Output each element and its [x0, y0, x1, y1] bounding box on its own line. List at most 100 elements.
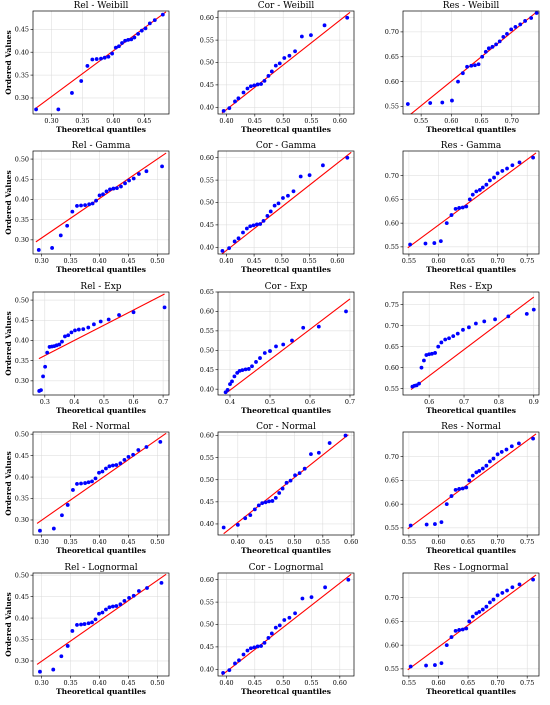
data-point — [262, 640, 267, 645]
data-point — [453, 488, 458, 492]
y-tick-label: 0.40 — [15, 473, 29, 481]
data-point — [99, 56, 103, 61]
data-point — [460, 71, 465, 76]
y-tick-label: 0.55 — [385, 665, 399, 673]
x-tick-label: 0.6 — [424, 398, 434, 406]
data-point — [299, 34, 304, 39]
data-point — [70, 629, 75, 633]
data-point — [505, 166, 509, 171]
data-point — [41, 374, 45, 379]
data-point — [266, 74, 271, 78]
data-point — [439, 661, 444, 666]
data-point — [281, 196, 285, 200]
plot-frame — [217, 431, 355, 536]
data-point — [93, 476, 98, 481]
panel-title: Rel - Lognormal — [64, 563, 137, 573]
data-point — [491, 456, 496, 461]
data-point — [98, 319, 103, 324]
data-point — [60, 339, 64, 344]
data-point — [137, 172, 141, 176]
data-point — [262, 78, 267, 83]
data-point — [500, 591, 505, 595]
data-point — [258, 222, 263, 226]
data-point — [524, 311, 529, 316]
data-point — [274, 344, 278, 349]
x-tick-label: 0.30 — [44, 117, 58, 125]
data-point — [282, 56, 287, 60]
data-point — [248, 646, 253, 651]
data-point — [241, 652, 246, 657]
data-point — [75, 623, 79, 627]
data-point — [261, 218, 266, 223]
data-point — [517, 582, 522, 587]
data-point — [491, 597, 496, 602]
data-point — [36, 248, 41, 252]
y-tick-label: 0.40 — [200, 665, 214, 673]
data-point — [144, 445, 149, 449]
y-tick-label: 0.50 — [200, 59, 214, 67]
panel-title: Res - Normal — [441, 422, 501, 432]
data-point — [453, 207, 458, 211]
data-point — [221, 108, 226, 113]
data-point — [119, 184, 123, 189]
data-point — [131, 452, 136, 457]
data-point — [293, 473, 297, 478]
x-tick-label: 0.45 — [247, 257, 261, 265]
data-point — [501, 34, 506, 39]
data-point — [79, 481, 83, 486]
data-point — [131, 310, 136, 315]
data-point — [122, 598, 127, 603]
data-point — [510, 585, 515, 590]
data-point — [144, 169, 149, 174]
data-point — [531, 436, 535, 441]
data-point — [97, 193, 102, 198]
data-point — [309, 595, 314, 600]
data-point — [477, 188, 482, 192]
data-point — [236, 236, 241, 241]
x-tick-label: 0.70 — [505, 117, 519, 125]
data-point — [469, 63, 474, 68]
y-tick-label: 0.55 — [200, 454, 214, 462]
y-tick-label: 0.55 — [200, 598, 214, 606]
data-point — [276, 201, 281, 206]
x-tick-label: 0.40 — [219, 117, 233, 125]
y-tick-label: 0.55 — [385, 243, 399, 251]
data-point — [433, 663, 437, 667]
panel-title: Cor - Weibill — [258, 1, 315, 11]
data-point — [408, 523, 413, 528]
data-point — [245, 86, 250, 91]
x-tick-label: 0.3 — [40, 398, 50, 406]
data-point — [286, 193, 290, 198]
data-point — [529, 16, 534, 20]
data-point — [132, 35, 137, 40]
plot-frame — [32, 10, 170, 115]
data-point — [86, 621, 91, 626]
x-tick-label: 0.50 — [150, 257, 164, 265]
data-point — [86, 480, 91, 485]
plot-frame — [217, 291, 355, 396]
y-tick-label: 0.55 — [385, 385, 399, 393]
y-tick-label: 0.35 — [15, 357, 29, 365]
data-point — [484, 182, 489, 187]
data-point — [476, 62, 481, 67]
y-tick-label: 0.45 — [200, 366, 214, 374]
data-point — [244, 226, 249, 231]
y-tick-label: 0.60 — [385, 364, 399, 372]
data-point — [344, 309, 348, 314]
y-tick-label: 0.40 — [200, 243, 214, 251]
data-point — [101, 192, 105, 197]
data-point — [34, 107, 38, 112]
x-tick-label: 0.7 — [158, 398, 168, 406]
data-point — [451, 334, 456, 339]
data-point — [449, 213, 454, 217]
data-point — [107, 605, 112, 610]
y-tick-label: 0.70 — [385, 594, 399, 602]
plot-frame — [32, 150, 170, 255]
x-tick-label: 0.35 — [75, 117, 89, 125]
y-axis-label: Ordered Values — [4, 451, 13, 515]
y-tick-label: 0.30 — [15, 516, 29, 524]
y-tick-label: 0.40 — [200, 103, 214, 111]
data-point — [131, 176, 136, 181]
data-point — [488, 178, 492, 183]
data-point — [232, 374, 237, 379]
